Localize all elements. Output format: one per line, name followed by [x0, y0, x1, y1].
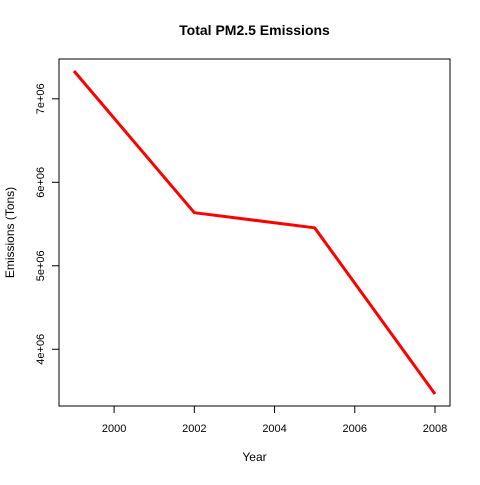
chart-title: Total PM2.5 Emissions [179, 22, 330, 38]
x-tick-label: 2000 [102, 423, 126, 435]
y-tick-label: 7e+06 [35, 83, 47, 114]
x-tick-label: 2004 [262, 423, 286, 435]
y-tick-label: 5e+06 [35, 250, 47, 281]
plot-frame [58, 58, 451, 407]
x-tick-label: 2002 [182, 423, 206, 435]
series-line [72, 70, 437, 395]
x-axis: 2000 2002 2004 2006 2008 [102, 406, 447, 435]
y-tick-label: 4e+06 [35, 334, 47, 365]
y-axis: 4e+06 5e+06 6e+06 7e+06 [35, 83, 59, 365]
series-group [72, 70, 437, 395]
y-tick-label: 6e+06 [35, 167, 47, 198]
x-axis-label: Year [242, 450, 266, 464]
y-axis-label: Emissions (Tons) [3, 187, 17, 278]
x-tick-label: 2008 [423, 423, 447, 435]
x-tick-label: 2006 [343, 423, 367, 435]
